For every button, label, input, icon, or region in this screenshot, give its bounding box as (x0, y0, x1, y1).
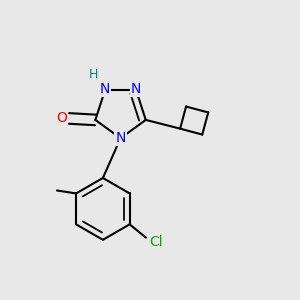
Text: Cl: Cl (149, 235, 162, 249)
Text: N: N (131, 82, 141, 96)
Text: O: O (56, 111, 67, 125)
Text: H: H (88, 68, 98, 81)
Text: N: N (100, 82, 110, 96)
Text: N: N (116, 131, 126, 145)
